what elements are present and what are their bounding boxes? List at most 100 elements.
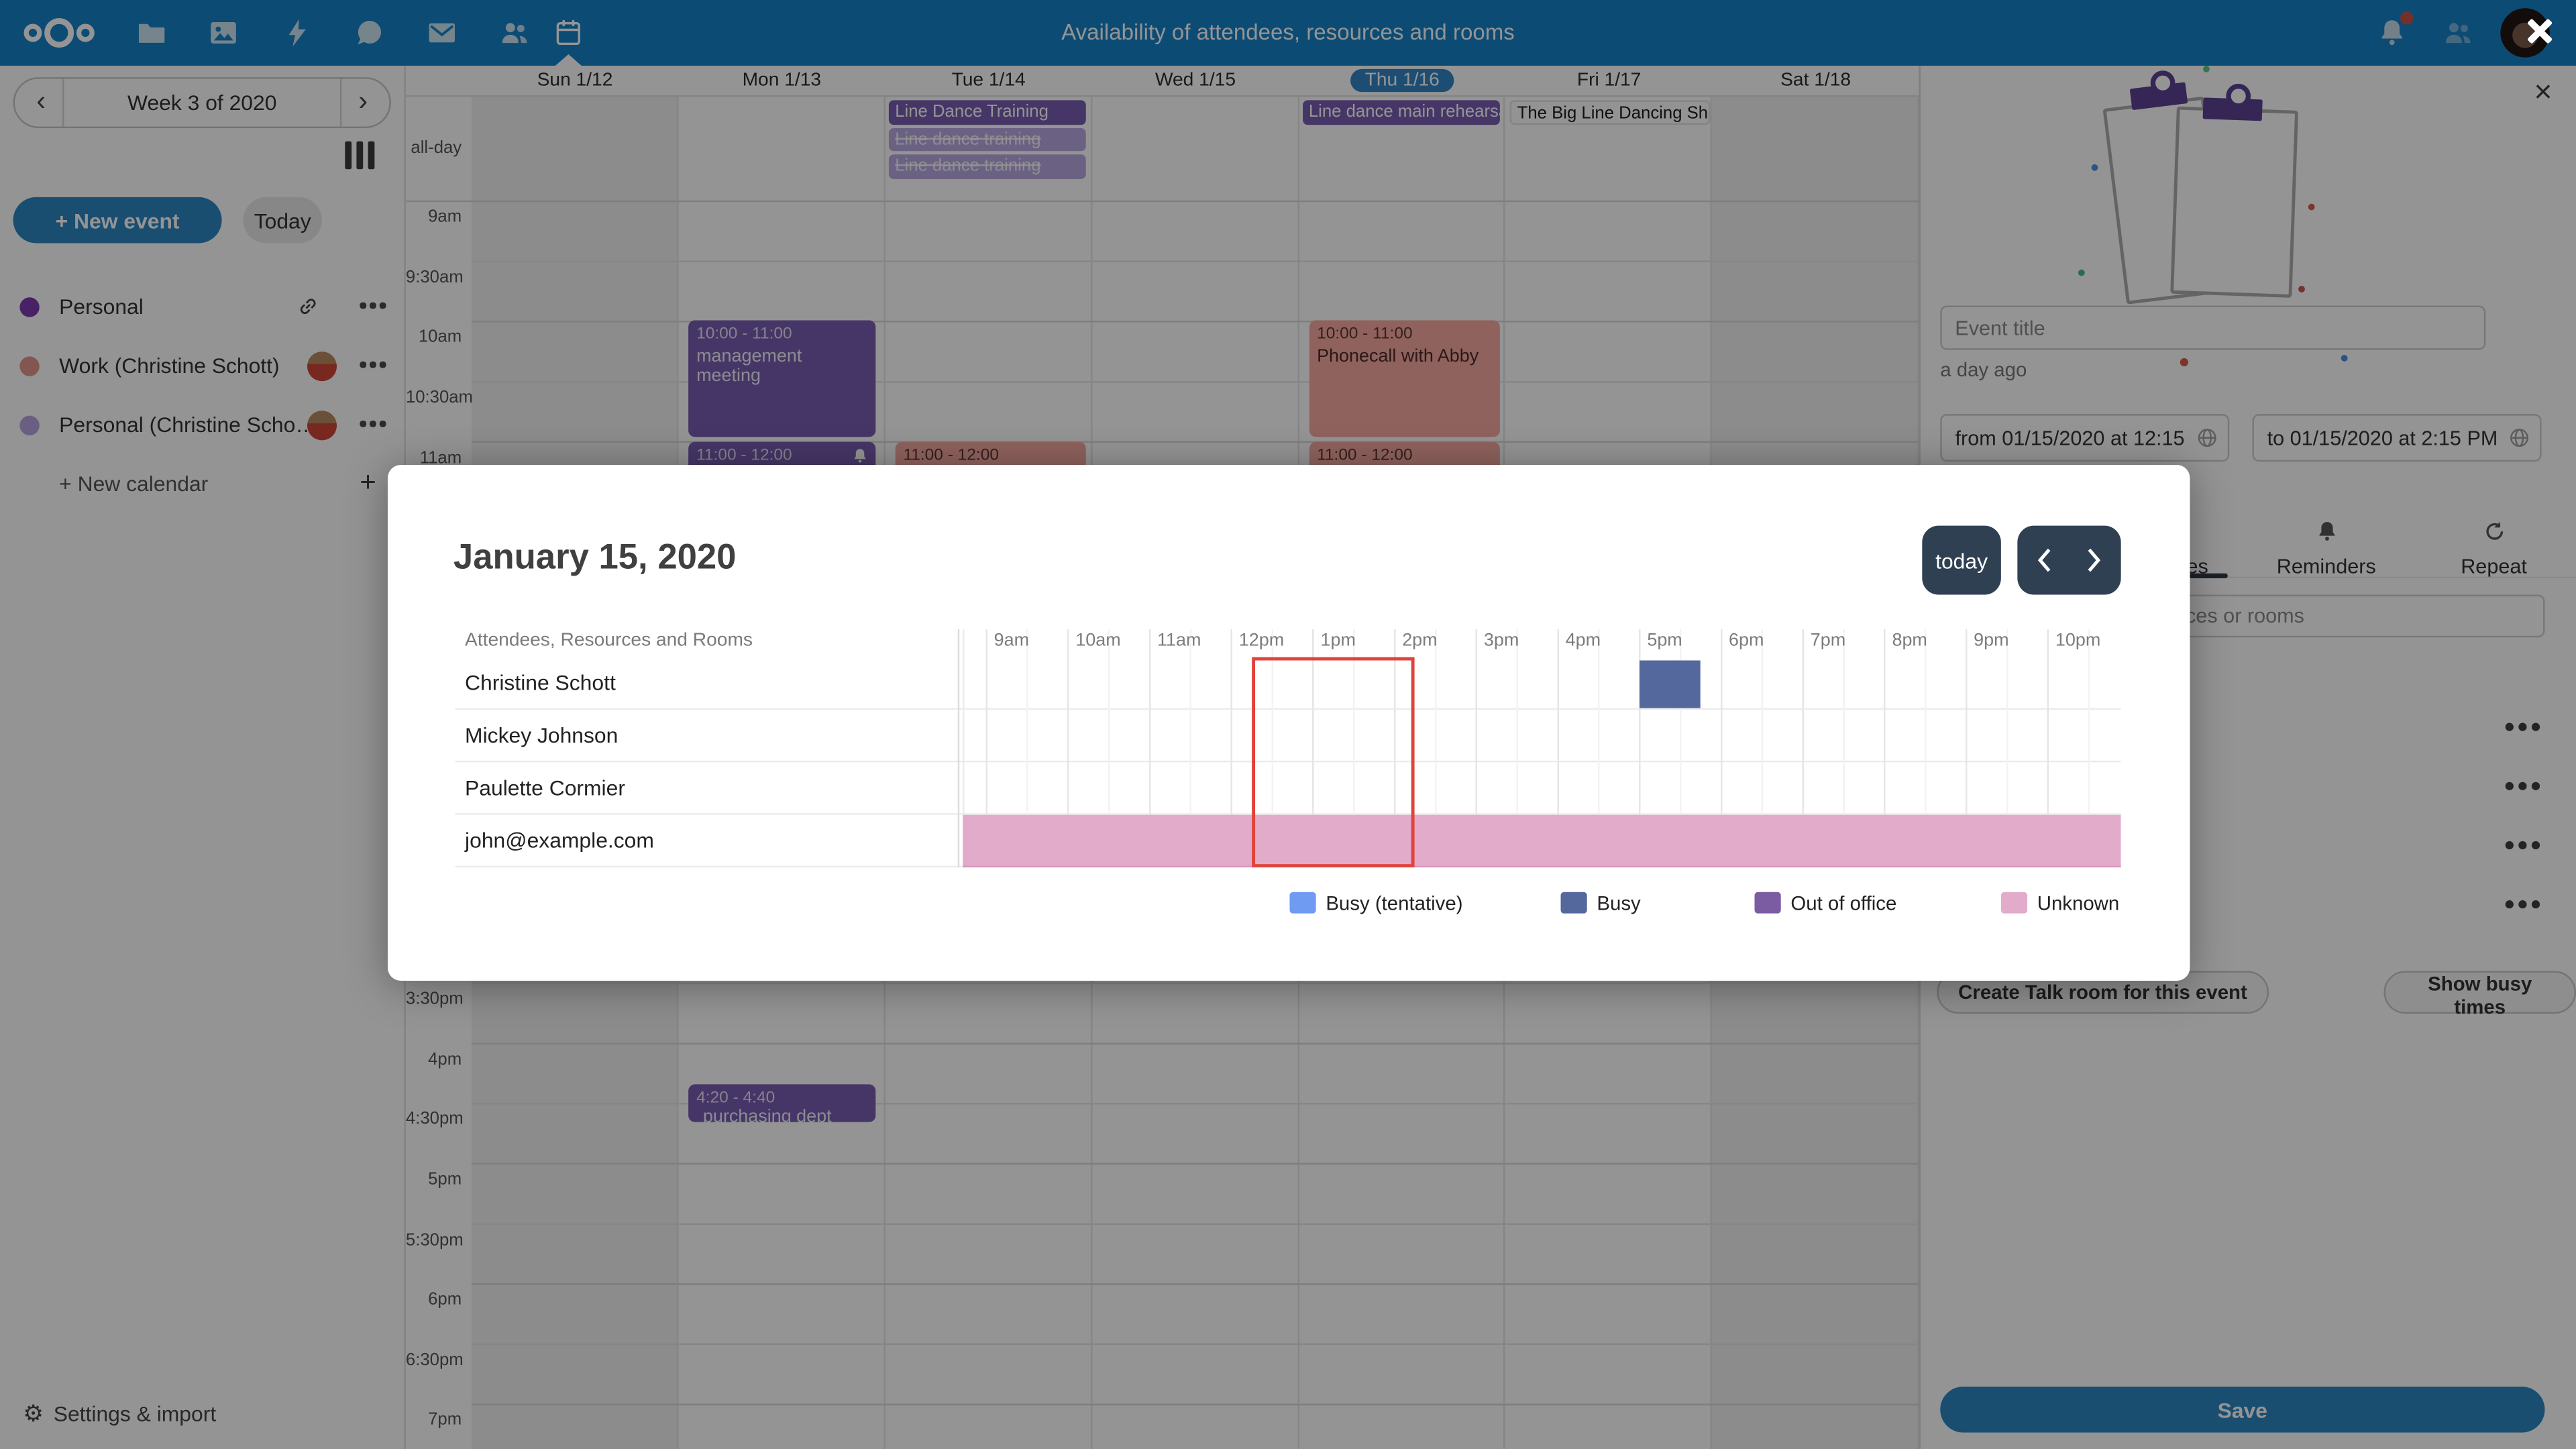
hour-label: 7pm [1810,631,1846,651]
view-switcher-icon[interactable] [345,141,375,170]
all-day-event[interactable]: The Big Line Dancing Show [1509,100,1710,124]
all-day-label: all-day [411,138,462,158]
tab-reminders[interactable]: Reminders [2253,519,2400,578]
calendar-color-dot [19,356,40,376]
day-header[interactable]: Tue 1/14 [951,70,1026,91]
next-week-button[interactable]: › [358,85,368,117]
all-day-event-cancelled[interactable]: Line dance training [888,127,1086,152]
legend-swatch [1560,892,1587,914]
unknown-availability-block [963,814,2121,868]
calendar-menu-button[interactable] [360,420,386,427]
gear-icon: ⚙ [23,1399,44,1426]
calendar-name[interactable]: Work (Christine Schott) [59,353,280,378]
day-header[interactable]: Wed 1/15 [1155,70,1236,91]
calendar-owner-avatar [307,411,337,441]
availability-legend: Busy (tentative) Busy Out of office Unkn… [455,890,2121,916]
calendar-name[interactable]: Personal [59,294,144,319]
hour-label: 12pm [1238,631,1285,651]
time-gutter-label: 3:30pm [405,989,464,1009]
calendar-event[interactable]: 10:00 - 11:00 management meeting [688,321,876,437]
hour-label: 4pm [1565,631,1601,651]
attendee-menu-button[interactable] [2505,841,2540,850]
day-header[interactable]: Mon 1/13 [742,70,822,91]
time-gutter-label: 7pm [428,1410,462,1430]
hour-label: 6pm [1729,631,1764,651]
attendees-column-header: Attendees, Resources and Rooms [465,631,753,651]
unread-notification-dot [2400,11,2414,25]
show-busy-times-button[interactable]: Show busy times [2383,971,2576,1018]
notifications-bell-icon[interactable] [2375,11,2414,49]
new-calendar-label[interactable]: + New calendar [59,471,209,496]
modal-date-title: January 15, 2020 [453,537,737,577]
calendar-event[interactable]: 4:20 - 4:40 purchasing dept [688,1083,876,1122]
calendar-list-item[interactable]: Personal (Christine Scho… [0,404,406,447]
week-navigation: ‹ Week 3 of 2020 › [13,77,391,129]
settings-import-button[interactable]: ⚙ Settings & import [23,1399,217,1426]
day-header[interactable]: Sat 1/18 [1780,70,1851,91]
time-gutter-label: 9:30am [405,267,464,287]
time-gutter-label: 4pm [428,1049,462,1069]
calendar-list-item[interactable]: Work (Christine Schott) [0,345,406,388]
all-day-event[interactable]: Line Dance Training [888,100,1086,124]
time-gutter-label: 4:30pm [405,1109,464,1130]
start-datetime-input[interactable] [1940,414,2230,462]
day-header-selected[interactable]: Thu 1/16 [1299,66,1505,95]
nextcloud-logo-icon[interactable] [19,13,99,53]
end-datetime-field [2252,414,2542,462]
hour-label: 9am [994,631,1030,651]
all-day-event-cancelled[interactable]: Line dance training [888,154,1086,178]
calendar-sidebar: ‹ Week 3 of 2020 › + New event Today Per… [0,65,406,1449]
calendar-color-dot [19,297,40,317]
today-button[interactable]: Today [243,197,323,244]
day-header[interactable]: Sun 1/12 [537,70,613,91]
time-gutter-label: 5:30pm [405,1230,464,1250]
time-gutter-label: 6pm [428,1289,462,1310]
create-talk-room-button[interactable]: Create Talk room for this event [1937,971,2269,1014]
attendee-menu-button[interactable] [2505,782,2540,790]
hour-label: 9pm [1974,631,2009,651]
active-app-indicator [555,54,582,66]
attendee-name: Christine Schott [465,670,616,695]
hour-label: 10pm [2055,631,2101,651]
event-time-selection[interactable] [1250,657,1415,868]
calendar-menu-button[interactable] [360,302,386,309]
close-sidebar-icon[interactable]: × [2534,75,2553,111]
add-calendar-icon[interactable]: + [360,466,376,498]
tab-repeat[interactable]: Repeat [2420,519,2567,578]
new-calendar-item[interactable]: + New calendar + [0,464,406,506]
week-label[interactable]: Week 3 of 2020 [127,90,277,115]
availability-timeline[interactable]: 9am 10am 11am 12pm 1pm 2pm 3pm 4pm 5pm 6… [963,629,2121,868]
attendee-menu-button[interactable] [2505,900,2540,909]
previous-week-button[interactable]: ‹ [36,85,46,117]
calendar-event[interactable]: 10:00 - 11:00 Phonecall with Abby [1308,321,1499,437]
time-gutter-label: 5pm [428,1169,462,1189]
hour-label: 2pm [1402,631,1438,651]
day-header-row: Sun 1/12 Mon 1/13 Tue 1/14 Wed 1/15 Thu … [405,66,1919,97]
new-event-button[interactable]: + New event [13,197,222,244]
hour-label: 8pm [1892,631,1927,651]
calendar-owner-avatar [307,352,337,382]
day-header[interactable]: Fri 1/17 [1576,70,1642,91]
availability-modal: January 15, 2020 today Attendees, Resour… [387,465,2190,981]
save-button[interactable]: Save [1940,1386,2545,1433]
calendar-name[interactable]: Personal (Christine Scho… [59,412,317,437]
calendar-list-item[interactable]: Personal [0,286,406,329]
attendee-name: Mickey Johnson [465,722,619,748]
previous-day-button[interactable] [2027,542,2063,578]
time-gutter-label: 9am [428,207,462,227]
end-datetime-input[interactable] [2252,414,2542,462]
close-icon[interactable] [2525,16,2555,46]
last-modified-label: a day ago [1940,358,2027,382]
attendee-menu-button[interactable] [2505,722,2540,731]
legend-swatch [2000,892,2028,914]
calendar-menu-button[interactable] [360,361,386,368]
calendar-color-dot [19,415,40,435]
busy-block [1639,660,1700,708]
all-day-event[interactable]: Line dance main rehearsal [1302,100,1499,124]
next-day-button[interactable] [2075,542,2111,578]
start-datetime-field [1940,414,2230,462]
modal-today-button[interactable]: today [1922,525,2001,595]
time-gutter-label: 6:30pm [405,1350,464,1370]
event-title-input[interactable] [1940,305,2486,350]
